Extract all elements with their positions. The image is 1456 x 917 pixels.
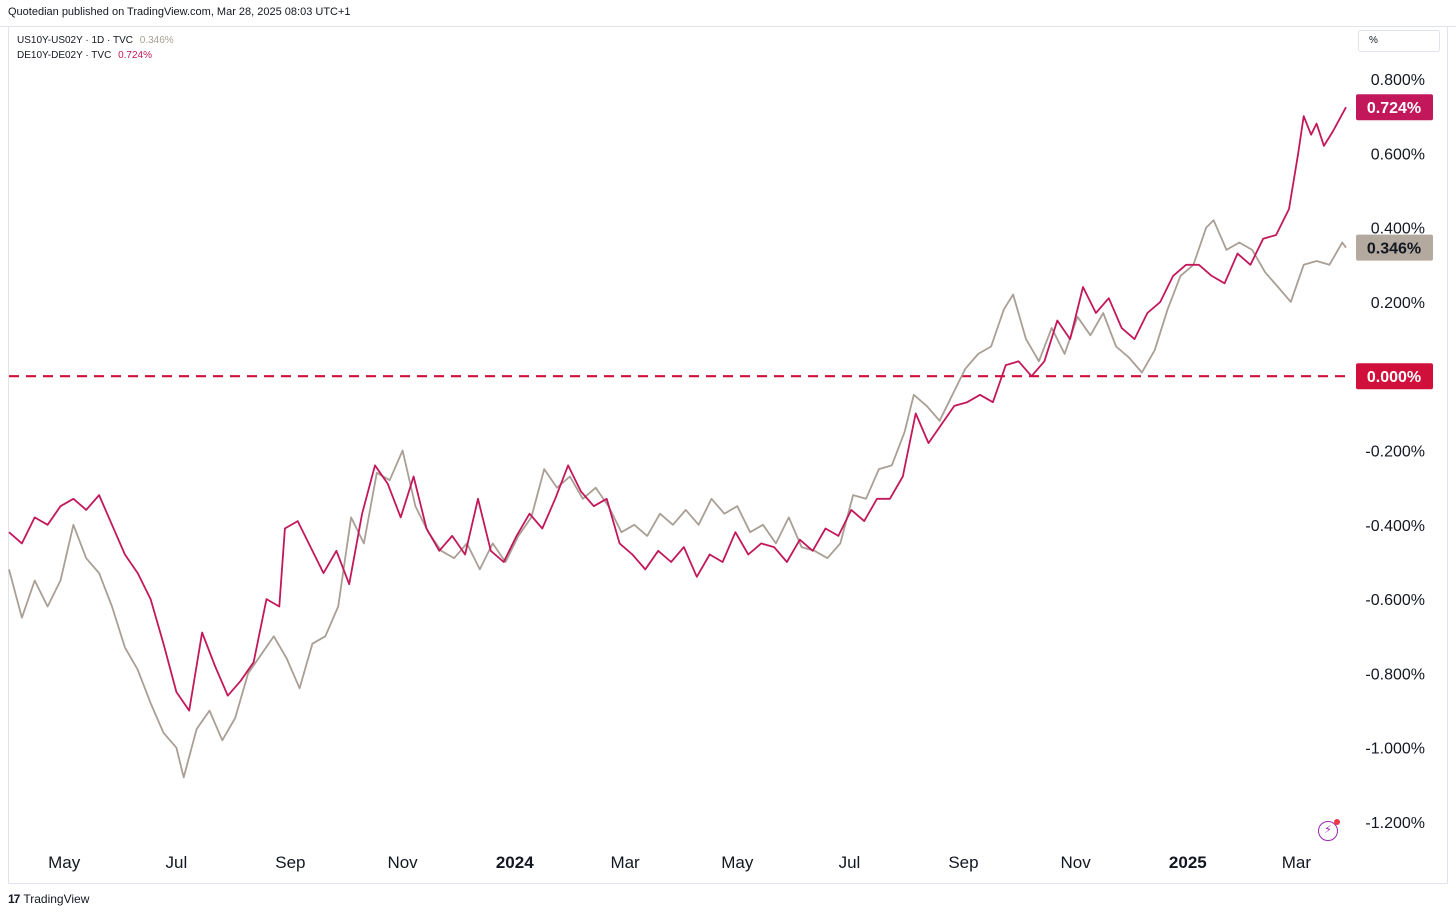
published-caption: Quotedian published on TradingView.com, … — [8, 6, 351, 18]
us-last-value-tag: 0.346% — [1367, 241, 1421, 258]
x-tick-label: 2025 — [1169, 853, 1207, 872]
legend-row-de[interactable]: DE10Y-DE02Y · TVC 0.724% — [17, 48, 174, 63]
y-tick-label: 0.600% — [1371, 146, 1425, 163]
de-last-value-tag: 0.724% — [1367, 100, 1421, 117]
y-tick-label: 0.400% — [1371, 221, 1425, 238]
y-tick-label: -0.800% — [1365, 666, 1425, 683]
legend-symbol-us: US10Y-US02Y · 1D · TVC — [17, 35, 133, 46]
legend-value-us: 0.346% — [139, 35, 174, 46]
y-tick-label: -0.400% — [1365, 518, 1425, 535]
x-tick-label: 2024 — [496, 853, 534, 872]
zero-value-tag: 0.000% — [1367, 369, 1421, 386]
footer: 17 TradingView — [8, 892, 89, 906]
x-tick-label: Jul — [839, 853, 861, 872]
tradingview-logo-icon: 17 — [8, 892, 20, 906]
lightning-icon[interactable]: ⚡ — [1318, 819, 1340, 841]
notification-dot — [1334, 819, 1340, 825]
x-tick-label: Nov — [1061, 853, 1092, 872]
footer-brand: TradingView — [23, 892, 90, 906]
legend-symbol-de: DE10Y-DE02Y · TVC — [17, 50, 112, 61]
x-tick-label: May — [48, 853, 81, 872]
legend: US10Y-US02Y · 1D · TVC 0.346% DE10Y-DE02… — [17, 33, 174, 63]
series-line-de10y-de02y — [8, 106, 1347, 712]
series-line-us10y-us02y — [8, 219, 1347, 779]
x-tick-label: Mar — [610, 853, 640, 872]
y-tick-label: -0.200% — [1365, 444, 1425, 461]
zero-value-tag-bg — [1356, 363, 1433, 390]
x-tick-label: Mar — [1282, 853, 1312, 872]
y-tick-label: -0.600% — [1365, 592, 1425, 609]
x-tick-label: Sep — [948, 853, 978, 872]
legend-value-de: 0.724% — [118, 50, 153, 61]
de-last-value-tag-bg — [1356, 94, 1433, 121]
top-bar: Quotedian published on TradingView.com, … — [0, 0, 1456, 27]
y-tick-label: 0.200% — [1371, 295, 1425, 312]
x-tick-label: May — [721, 853, 754, 872]
x-tick-label: Sep — [275, 853, 305, 872]
chart-frame — [8, 26, 1448, 884]
y-tick-label: -1.000% — [1365, 741, 1425, 758]
legend-row-us[interactable]: US10Y-US02Y · 1D · TVC 0.346% — [17, 33, 174, 48]
us-last-value-tag-bg — [1356, 234, 1433, 261]
x-tick-label: Jul — [165, 853, 187, 872]
y-tick-label: 0.800% — [1371, 72, 1425, 89]
x-tick-label: Nov — [387, 853, 418, 872]
price-scale-unit-button[interactable]: % — [1358, 30, 1440, 52]
y-tick-label: -1.200% — [1365, 815, 1425, 832]
